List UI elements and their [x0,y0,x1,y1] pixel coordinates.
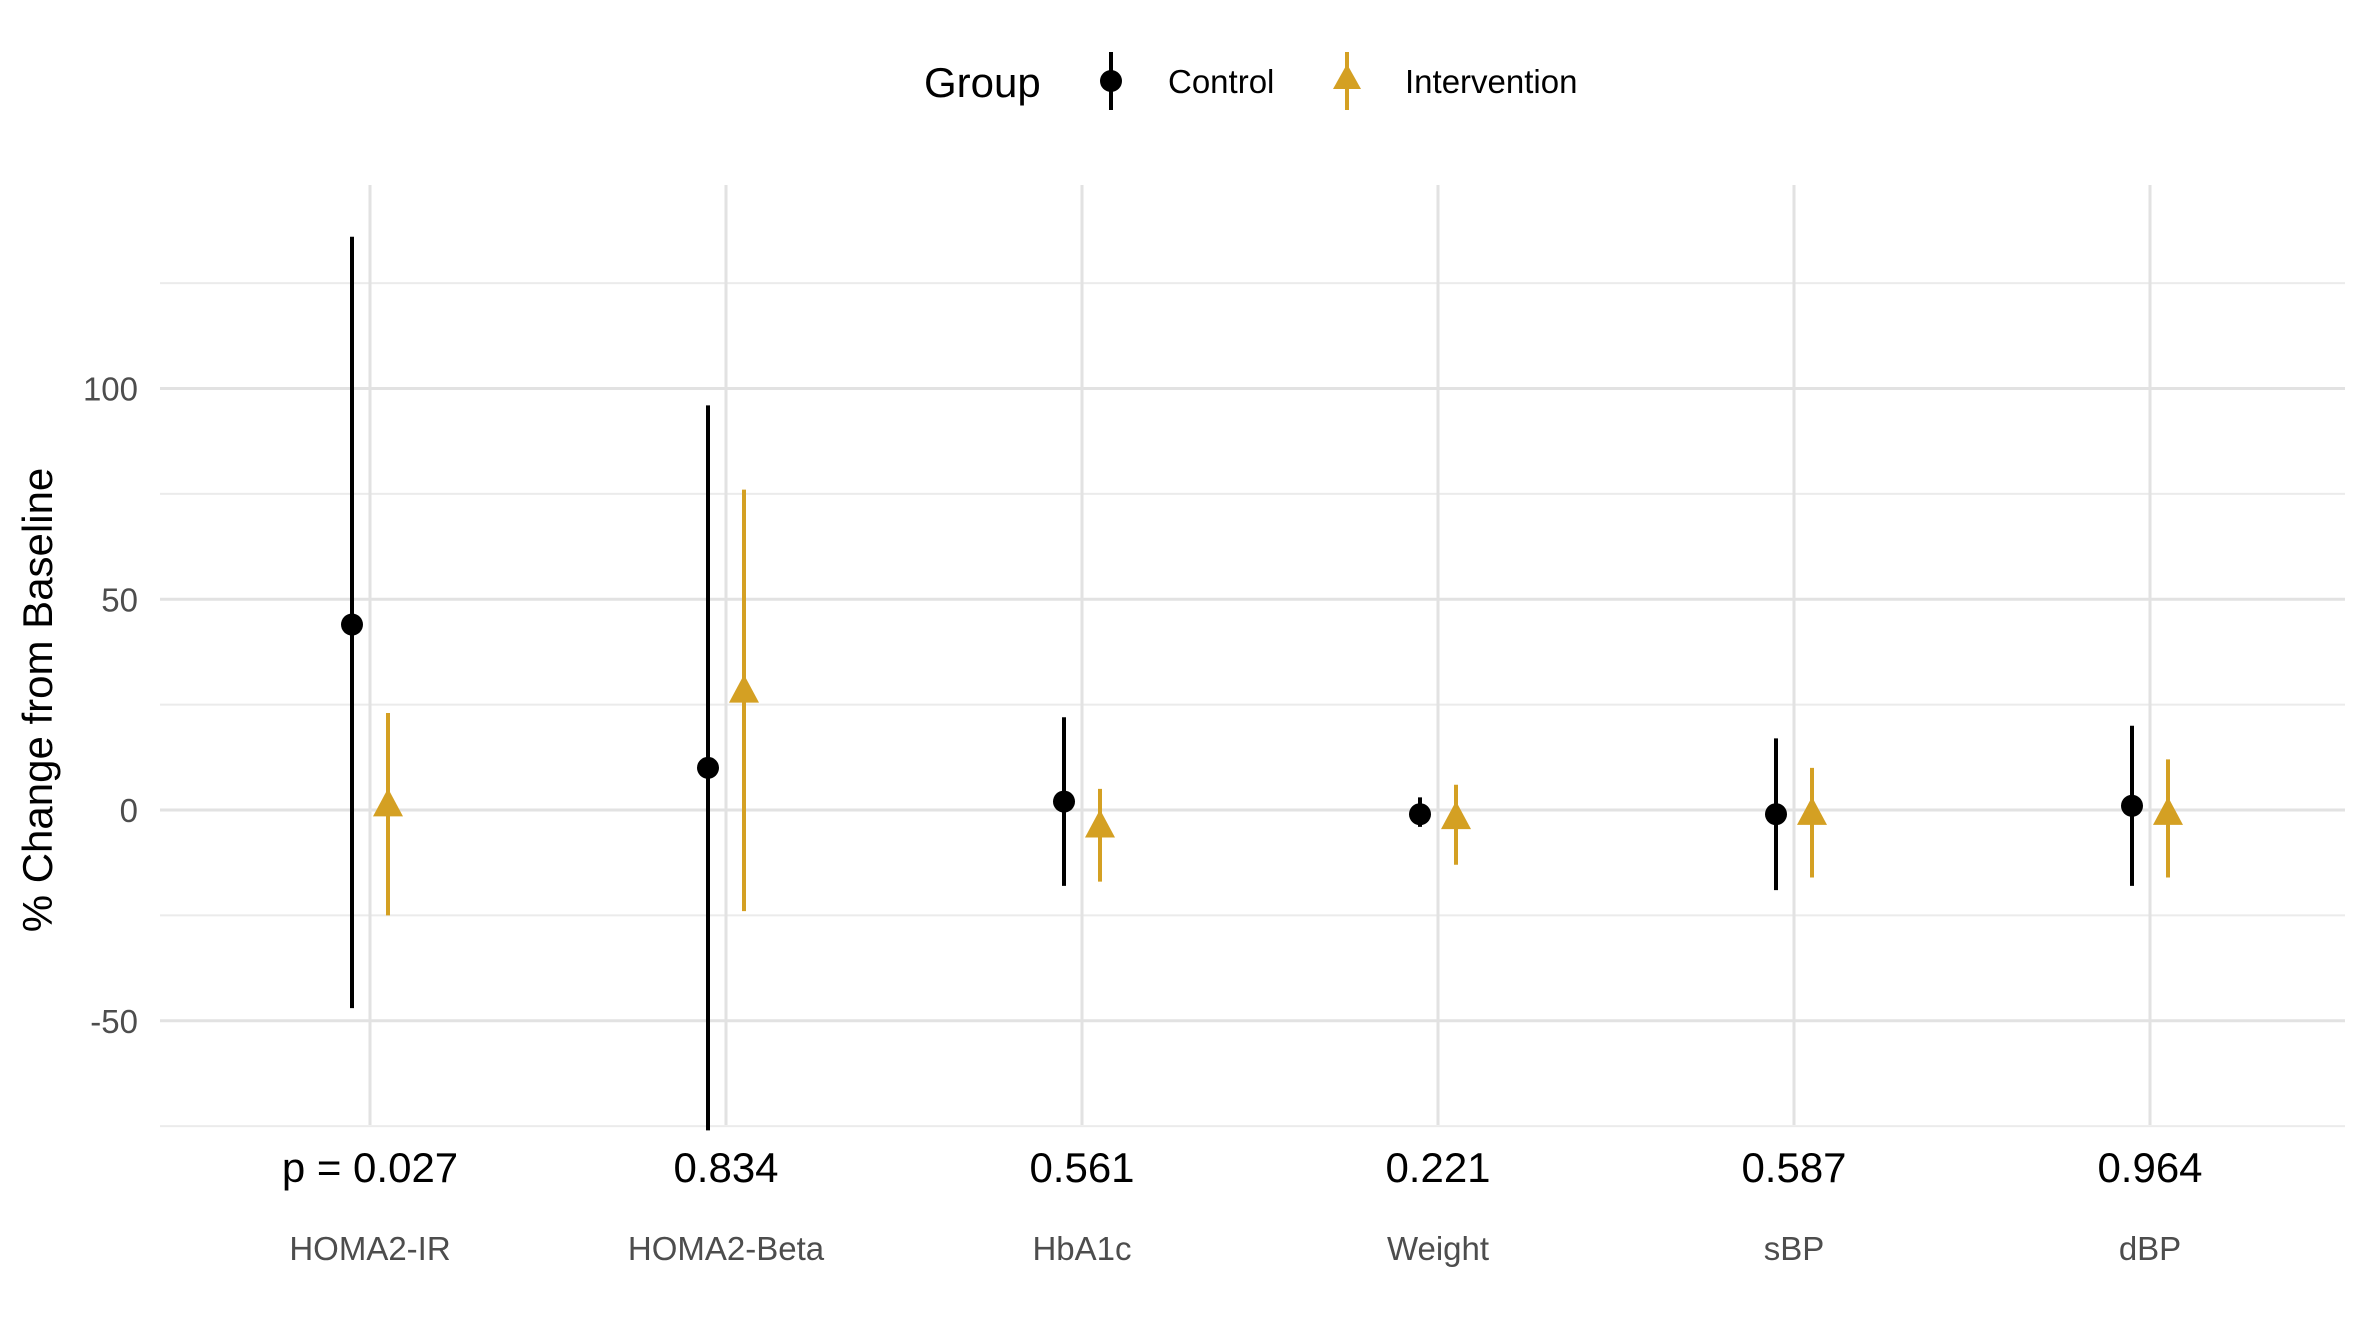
legend: Group Control Intervention [924,52,1577,110]
x-tick-label: HOMA2-IR [289,1230,450,1267]
p-value-label: 0.834 [673,1144,778,1191]
point-intervention [373,788,403,817]
p-value-label: 0.561 [1029,1144,1134,1191]
x-tick-label: dBP [2119,1230,2181,1267]
data-marks [341,236,2183,1131]
grid-lines [160,185,2345,1128]
p-value-label: p = 0.027 [282,1144,458,1191]
legend-title: Group [924,59,1041,106]
point-control [1409,803,1431,826]
x-tick-label: sBP [1764,1230,1825,1267]
y-tick-label: -50 [90,1003,138,1040]
legend-key-intervention [1333,52,1361,110]
point-intervention [1441,801,1471,830]
point-control [1765,803,1787,826]
y-tick-label: 0 [120,792,138,829]
point-control [697,756,719,779]
point-control [1053,790,1075,813]
y-axis-label: % Change from Baseline [14,468,61,933]
x-tick-label: HOMA2-Beta [628,1230,825,1267]
x-tick-label: HbA1c [1032,1230,1131,1267]
y-axis: -50 0 50 100 [83,371,138,1040]
x-axis: p = 0.027 HOMA2-IR 0.834 HOMA2-Beta 0.561 HbA… [282,1144,2203,1267]
point-intervention [1797,796,1827,825]
y-tick-label: 100 [83,371,138,408]
point-control [2121,794,2143,817]
legend-key-control [1100,52,1122,110]
point-intervention [1085,809,1115,838]
x-tick-label: Weight [1387,1230,1489,1267]
p-value-label: 0.221 [1385,1144,1490,1191]
p-value-label: 0.587 [1741,1144,1846,1191]
p-value-label: 0.964 [2097,1144,2202,1191]
legend-label-intervention: Intervention [1405,63,1577,100]
y-tick-label: 50 [101,581,138,618]
point-intervention [2153,796,2183,825]
legend-label-control: Control [1168,63,1274,100]
point-control [341,613,363,636]
point-intervention [729,674,759,703]
